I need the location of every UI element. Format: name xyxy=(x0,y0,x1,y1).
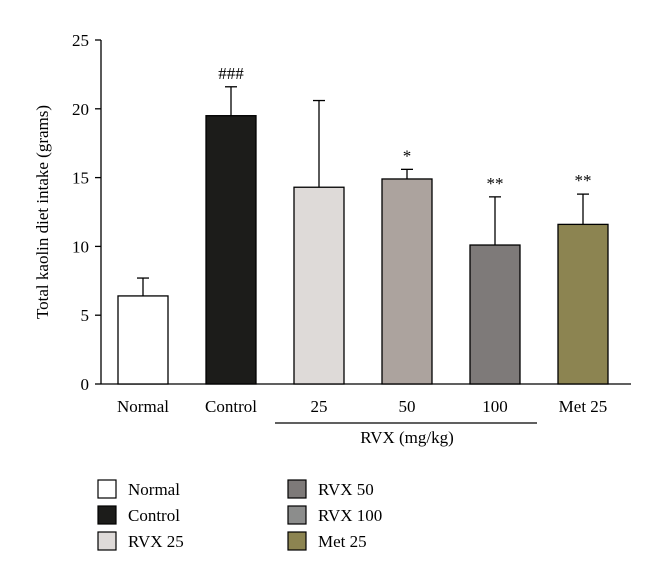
bar xyxy=(557,223,609,385)
x-tick-label: Normal xyxy=(117,397,169,416)
significance-marker: * xyxy=(403,146,412,165)
legend-label: Control xyxy=(128,506,180,525)
x-tick-label: 100 xyxy=(482,397,508,416)
y-axis-label: Total kaolin diet intake (grams) xyxy=(33,105,52,319)
legend-label: RVX 100 xyxy=(318,506,382,525)
x-tick-label: Met 25 xyxy=(559,397,608,416)
legend-swatch xyxy=(287,505,307,525)
x-tick-label: Control xyxy=(205,397,257,416)
y-tick-label: 10 xyxy=(72,237,89,256)
bar xyxy=(117,295,169,385)
legend-label: RVX 25 xyxy=(128,532,184,551)
y-tick-label: 15 xyxy=(72,169,89,188)
legend-swatch xyxy=(287,479,307,499)
bars: ###*** ** xyxy=(117,64,609,385)
bar xyxy=(469,244,521,385)
legend-label: Met 25 xyxy=(318,532,367,551)
y-tick-label: 25 xyxy=(72,31,89,50)
legend-swatch xyxy=(97,531,117,551)
x-tick-label: 25 xyxy=(311,397,328,416)
legend-swatch xyxy=(97,505,117,525)
y-tick-label: 0 xyxy=(81,375,90,394)
significance-marker: ** xyxy=(575,171,592,190)
legend: Normal Control RVX 25 RVX 50 RVX 100 Met 25 xyxy=(97,479,382,551)
group-bracket: RVX (mg/kg) xyxy=(275,422,537,447)
y-tick-label: 5 xyxy=(81,306,90,325)
legend-label: RVX 50 xyxy=(318,480,374,499)
significance-marker: ### xyxy=(218,64,244,83)
bar xyxy=(205,115,257,385)
bar xyxy=(293,186,345,385)
bar xyxy=(381,178,433,385)
group-bracket-label: RVX (mg/kg) xyxy=(360,428,454,447)
x-tick-label: 50 xyxy=(399,397,416,416)
legend-swatch xyxy=(97,479,117,499)
category-labels: Normal Control 25 50 100 Met 25 xyxy=(117,397,607,416)
legend-label: Normal xyxy=(128,480,180,499)
significance-marker: ** xyxy=(487,174,504,193)
legend-swatch xyxy=(287,531,307,551)
y-tick-label: 20 xyxy=(72,100,89,119)
axes: 0 5 10 15 20 25 xyxy=(72,31,631,394)
